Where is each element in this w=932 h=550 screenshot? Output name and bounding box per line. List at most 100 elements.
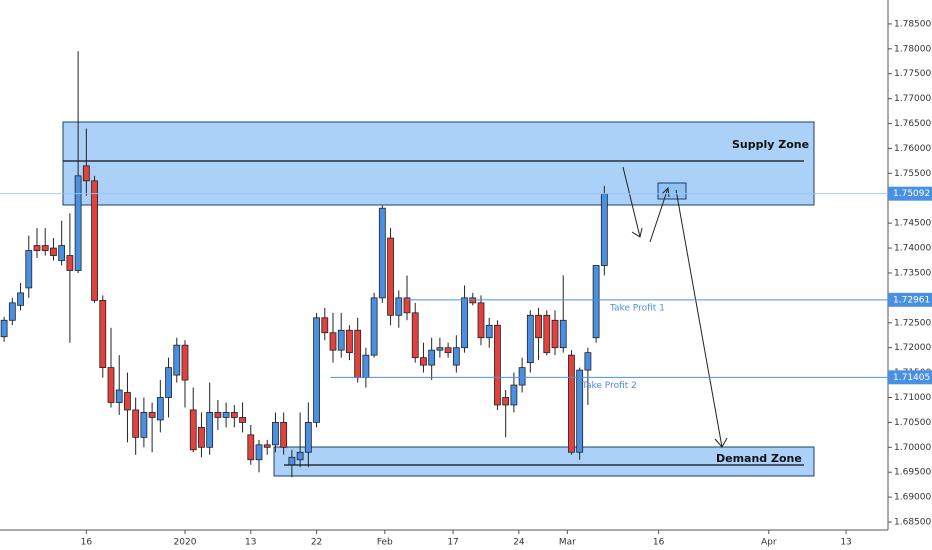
candle-body	[0, 319, 8, 338]
y-tick-label: 1.68500	[894, 518, 931, 528]
x-tick-label: 17	[447, 538, 458, 548]
candle-body	[222, 412, 230, 418]
candle-body	[337, 329, 345, 351]
candle-body	[321, 317, 329, 334]
candle-body	[198, 426, 205, 448]
y-tick-label: 1.77000	[894, 94, 931, 104]
x-tick-label: Apr	[761, 538, 777, 548]
x-tick-label: 13	[840, 538, 851, 548]
candle-body	[272, 421, 279, 446]
y-tick-label: 1.76000	[894, 144, 931, 154]
candle-body	[132, 409, 140, 438]
x-tick-label: 24	[513, 538, 525, 548]
candle-body	[313, 317, 320, 423]
candle-body	[124, 392, 131, 411]
candle-body	[387, 237, 394, 316]
candle-body	[403, 297, 411, 314]
candle-body	[485, 324, 493, 339]
candle-body	[354, 329, 362, 378]
x-tick-label: Feb	[377, 538, 393, 548]
candle-body	[99, 299, 107, 369]
y-tick-label: 1.72000	[894, 343, 931, 353]
y-tick-label: 1.74000	[894, 244, 931, 254]
candle-body	[58, 245, 66, 261]
y-tick-label: 1.78500	[894, 19, 931, 29]
candle-body	[206, 412, 214, 448]
candle-body	[510, 384, 518, 406]
candle-body	[329, 332, 337, 351]
candle-body	[173, 344, 181, 376]
candle-body	[526, 314, 534, 364]
candle-body	[247, 434, 255, 461]
candles	[0, 51, 608, 478]
candle-body	[41, 245, 49, 251]
price-tag	[888, 370, 932, 385]
x-tick-label: 13	[245, 538, 256, 548]
x-tick-label: 16	[653, 538, 665, 548]
candle-body	[378, 207, 386, 299]
candle-body	[280, 421, 288, 448]
candle-body	[568, 354, 575, 453]
candle-body	[346, 329, 353, 354]
candle-body	[584, 352, 592, 371]
candle-body	[17, 292, 24, 306]
candle-body	[304, 421, 312, 453]
candle-body	[494, 324, 501, 406]
candle-body	[189, 409, 197, 451]
y-tick-label: 1.71000	[894, 393, 931, 403]
candle-body	[33, 245, 41, 251]
candle-body	[288, 456, 296, 466]
demand-zone-label: Demand Zone	[716, 452, 802, 465]
x-tick-label: Mar	[559, 538, 576, 548]
candle-body	[362, 354, 370, 378]
demand-zone	[273, 446, 815, 477]
x-tick-label: 2020	[174, 538, 197, 548]
y-tick-label: 1.69500	[894, 468, 931, 478]
x-tick-label: 22	[311, 538, 322, 548]
candle-body	[600, 193, 608, 266]
y-tick-label: 1.75500	[894, 169, 931, 179]
candle-body	[592, 265, 600, 339]
candle-body	[107, 367, 115, 403]
price-tag-label: 1.72961	[893, 295, 930, 305]
candle-body	[411, 312, 419, 359]
candle-body	[469, 297, 477, 304]
y-tick-label: 1.77500	[894, 69, 931, 79]
candle-body	[551, 319, 559, 349]
candle-body	[74, 175, 82, 271]
y-tick-label: 1.69000	[894, 493, 931, 503]
price-tag-label: 1.75092	[893, 189, 930, 199]
y-tick-label: 1.78000	[894, 44, 931, 54]
supply-zone	[62, 121, 815, 206]
candle-body	[502, 397, 510, 406]
candle-body	[165, 367, 172, 398]
candle-body	[148, 412, 156, 418]
y-tick-label: 1.74500	[894, 219, 931, 229]
candle-body	[263, 444, 271, 448]
y-tick-label: 1.72500	[894, 318, 931, 328]
candle-body	[428, 349, 436, 366]
arrow	[649, 187, 669, 243]
candle-body	[66, 255, 74, 271]
y-tick-label: 1.76500	[894, 119, 931, 129]
y-tick-label: 1.70500	[894, 418, 931, 428]
arrow	[675, 189, 723, 448]
candle-body	[559, 319, 567, 349]
candle-body	[230, 412, 238, 418]
candle-body	[8, 302, 16, 321]
x-tick-label: 16	[81, 538, 93, 548]
candle-body	[239, 417, 246, 423]
price-tag	[888, 186, 932, 201]
arrow-head	[631, 227, 643, 238]
candle-body	[543, 314, 551, 354]
candle-body	[214, 412, 222, 418]
candle-body	[420, 357, 427, 366]
candle-body	[535, 314, 542, 339]
candle-body	[91, 180, 98, 301]
candle-body	[518, 367, 526, 386]
candle-body	[444, 347, 452, 354]
candle-body	[25, 250, 33, 289]
target-box	[657, 182, 687, 200]
price-tag	[888, 292, 932, 307]
